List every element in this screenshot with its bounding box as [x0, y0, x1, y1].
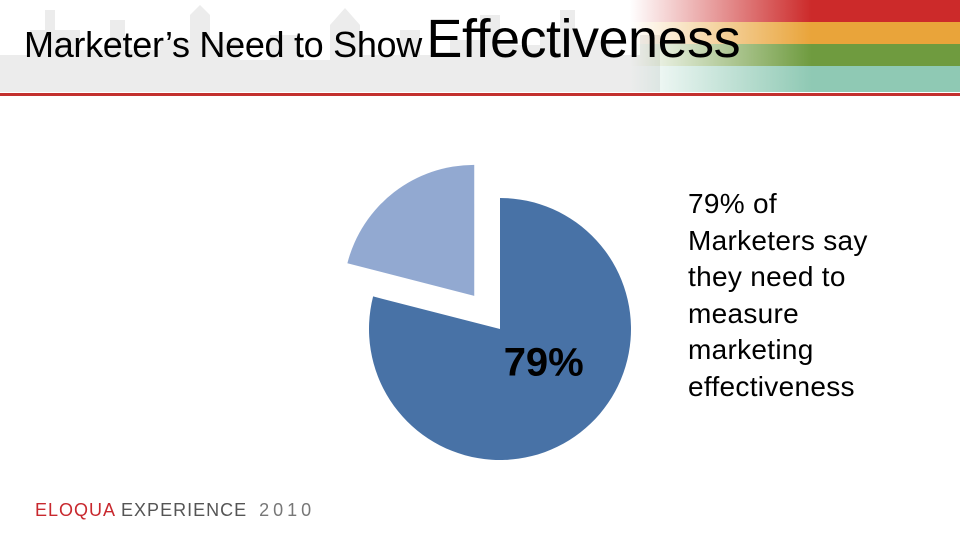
title-rule [0, 93, 960, 96]
description-line: measure [688, 297, 800, 329]
description-line: they need to [688, 261, 846, 292]
color-stripes [630, 0, 960, 94]
footer-event: EXPERIENCE [121, 500, 248, 520]
city-skyline-background [0, 5, 660, 92]
description-line: Marketers say [688, 224, 868, 256]
pie-slice [347, 164, 475, 296]
slide-header: Marketer’s Need to Show Effectiveness [0, 0, 960, 96]
slice-data-label: 79% [504, 340, 584, 384]
chart-description: 79% of Marketers say they need to measur… [688, 186, 948, 405]
pie-slice [368, 198, 632, 460]
title-part-2: Effectiveness [426, 9, 741, 69]
title-part-1: Marketer’s Need to Show [24, 24, 422, 65]
description-line: marketing [688, 334, 814, 365]
slide-title: Marketer’s Need to Show Effectiveness [24, 8, 741, 70]
footer-brand: ELOQUA [35, 500, 116, 520]
description-line: 79% of [688, 188, 777, 219]
description-line: effectiveness [688, 370, 855, 402]
eloqua-logo: ELOQUA EXPERIENCE 2010 [35, 500, 315, 521]
footer-year: 2010 [259, 500, 316, 520]
